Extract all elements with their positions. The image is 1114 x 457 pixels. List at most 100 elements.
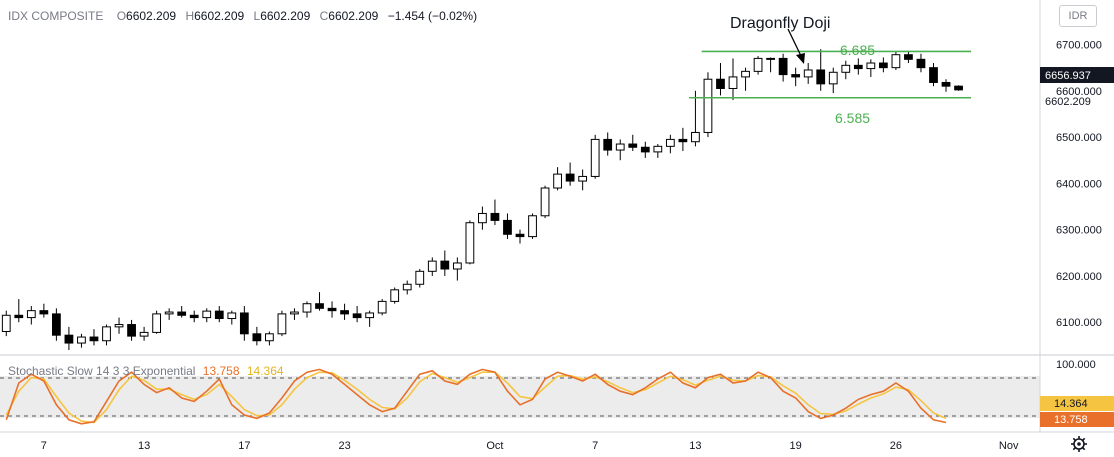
candle-body bbox=[277, 313, 287, 335]
open-value: 6602.209 bbox=[126, 9, 177, 23]
candle-body bbox=[189, 314, 199, 319]
symbol-name[interactable]: IDX COMPOSITE bbox=[8, 9, 104, 23]
candle-body bbox=[302, 303, 312, 313]
price-tick-label: 6700.000 bbox=[1056, 40, 1102, 52]
current-price-value: 6602.209 bbox=[1045, 96, 1091, 108]
candle-body bbox=[791, 74, 801, 78]
candle-body bbox=[640, 146, 650, 153]
candle-body bbox=[1, 314, 11, 332]
high-value: 6602.209 bbox=[194, 9, 245, 23]
candle-body bbox=[177, 311, 187, 316]
candle-body bbox=[440, 260, 450, 270]
candle-body bbox=[803, 69, 813, 78]
candle-body bbox=[227, 312, 237, 320]
candle-body bbox=[139, 331, 149, 337]
candle-body bbox=[14, 314, 24, 319]
candle-body bbox=[728, 76, 738, 89]
candle-body bbox=[77, 336, 86, 344]
candle-body bbox=[365, 312, 375, 319]
last-price-badge bbox=[1040, 67, 1114, 83]
stoch-k-line bbox=[5, 368, 947, 425]
candle-body bbox=[665, 138, 675, 147]
price-tick-label: 6100.000 bbox=[1056, 317, 1102, 329]
candle-body bbox=[465, 222, 475, 264]
time-tick-label: 13 bbox=[138, 440, 150, 452]
price-tick-label: 6600.000 bbox=[1056, 86, 1102, 98]
time-tick-label: Oct bbox=[486, 440, 503, 452]
candle-body bbox=[691, 131, 700, 143]
price-tick-label: 6400.000 bbox=[1056, 178, 1102, 190]
candle-body bbox=[716, 78, 725, 89]
candle-body bbox=[553, 173, 562, 189]
candle-body bbox=[452, 262, 462, 270]
close-value: 6602.209 bbox=[328, 9, 379, 23]
candle-body bbox=[402, 283, 412, 291]
candle-body bbox=[929, 67, 938, 83]
high-label: H bbox=[185, 9, 195, 23]
candle-body bbox=[503, 219, 512, 235]
candle-body bbox=[89, 336, 99, 342]
close-label: C bbox=[319, 9, 329, 23]
stoch-k-value: 13.758 bbox=[202, 364, 240, 378]
price-tick-label: 6200.000 bbox=[1056, 271, 1102, 283]
candle-body bbox=[540, 187, 550, 217]
time-tick-label: 7 bbox=[592, 440, 598, 452]
candle-body bbox=[265, 333, 274, 342]
candle-body bbox=[628, 143, 638, 148]
resistance-label: 6.685 bbox=[840, 42, 875, 58]
time-tick-label: 23 bbox=[338, 440, 350, 452]
candle-body bbox=[39, 310, 49, 315]
candle-body bbox=[853, 64, 863, 70]
candle-body bbox=[578, 175, 588, 182]
candle-body bbox=[565, 173, 575, 182]
candle-body bbox=[478, 212, 487, 224]
candle-body bbox=[415, 270, 425, 285]
candle-body bbox=[741, 70, 750, 78]
price-tick-label: 6500.000 bbox=[1056, 132, 1102, 144]
stoch-k-badge bbox=[1040, 412, 1114, 427]
candle-body bbox=[866, 62, 876, 70]
candle-body bbox=[828, 71, 838, 85]
candle-body bbox=[377, 300, 387, 314]
candle-body bbox=[904, 54, 913, 60]
gear-icon[interactable] bbox=[1071, 436, 1087, 452]
candle-body bbox=[315, 303, 324, 309]
candle-body bbox=[239, 312, 249, 335]
time-tick-label: 26 bbox=[890, 440, 902, 452]
time-tick-label: 17 bbox=[238, 440, 250, 452]
doji-annotation: Dragonfly Doji bbox=[730, 15, 830, 32]
stoch-k-badge-value: 13.758 bbox=[1054, 414, 1088, 426]
last-price-value: 6656.937 bbox=[1045, 70, 1091, 82]
candle-body bbox=[26, 310, 36, 319]
open-label: O bbox=[116, 9, 127, 23]
candle-body bbox=[52, 313, 61, 336]
candle-body bbox=[290, 311, 299, 315]
stoch-name[interactable]: Stochastic Slow 14 3 3 Exponential bbox=[8, 364, 196, 378]
candle-body bbox=[891, 54, 901, 69]
candle-body bbox=[427, 260, 437, 272]
candle-body bbox=[678, 138, 688, 143]
candle-body bbox=[941, 81, 951, 87]
candle-body bbox=[841, 64, 851, 73]
candle-body bbox=[615, 143, 625, 151]
support-label: 6.585 bbox=[835, 110, 870, 126]
candle-body bbox=[127, 324, 136, 337]
stoch-d-value: 14.364 bbox=[246, 364, 284, 378]
candle-body bbox=[778, 57, 788, 76]
low-label: L bbox=[253, 9, 261, 23]
currency-button[interactable]: IDR bbox=[1059, 5, 1097, 27]
candle-body bbox=[352, 313, 362, 319]
stoch-d-badge-value: 14.364 bbox=[1054, 398, 1088, 410]
candle-body bbox=[954, 85, 963, 91]
low-value: 6602.209 bbox=[260, 9, 311, 23]
candle-body bbox=[753, 57, 763, 72]
candle-body bbox=[102, 326, 111, 342]
candle-body bbox=[490, 212, 500, 221]
time-tick-label: 13 bbox=[689, 440, 701, 452]
candle-body bbox=[152, 313, 162, 333]
doji-arrow-shaft bbox=[787, 28, 803, 59]
candle-body bbox=[114, 324, 124, 328]
candle-body bbox=[327, 307, 337, 312]
